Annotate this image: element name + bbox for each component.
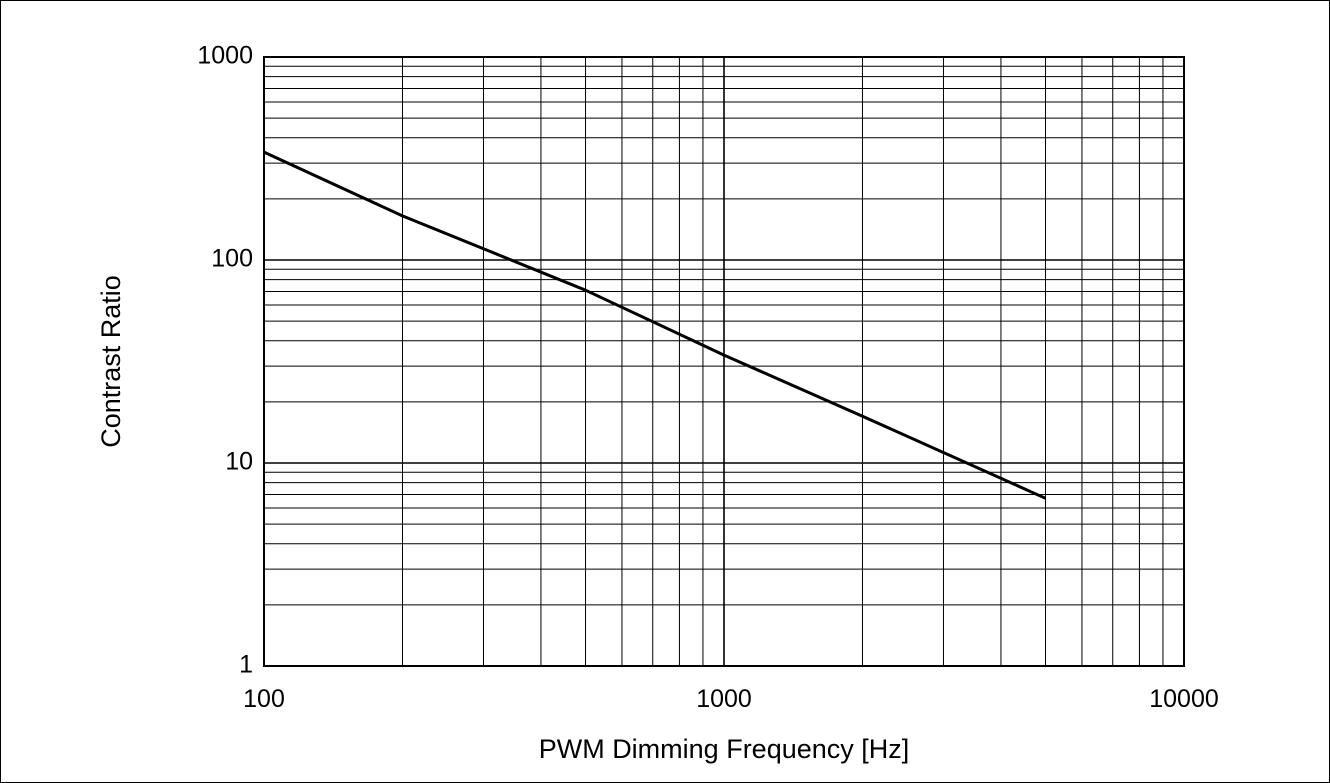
x-tick-label: 1000 [696, 685, 752, 713]
y-axis-title: Contrast Ratio [96, 275, 126, 448]
y-tick-label: 1 [239, 651, 253, 679]
x-tick-label: 100 [243, 685, 285, 713]
y-tick-label: 100 [211, 245, 253, 273]
x-tick-label: 10000 [1149, 685, 1219, 713]
plot-area-border [263, 56, 1185, 667]
y-tick-label: 1000 [197, 42, 253, 70]
x-axis-title: PWM Dimming Frequency [Hz] [539, 734, 910, 764]
series-layer [263, 150, 1047, 500]
x-tick-labels: 100 1000 10000 [243, 685, 1219, 713]
y-tick-label: 10 [225, 448, 253, 476]
series-line-1 [263, 150, 1047, 500]
y-tick-labels: 1 10 100 1000 [197, 42, 253, 679]
